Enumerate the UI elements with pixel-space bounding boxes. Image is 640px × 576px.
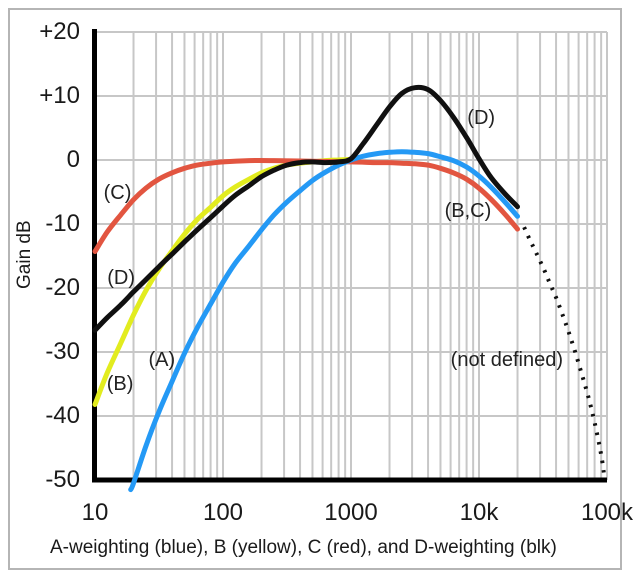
x-tick-100k: 100k bbox=[580, 499, 634, 526]
x-tick-100: 100 bbox=[202, 499, 244, 526]
y-tick-20: +20 bbox=[39, 18, 80, 45]
curve-a-weighting bbox=[128, 149, 520, 493]
y-tick-0: 0 bbox=[66, 146, 80, 173]
annotation-a: (A) bbox=[148, 349, 176, 372]
curve-d-weighting bbox=[92, 84, 520, 333]
y-tick--40: -40 bbox=[45, 402, 80, 429]
y-axis-title: Gain dB bbox=[14, 220, 35, 290]
annotation-b-c: (B,C) bbox=[444, 200, 492, 223]
annotation-d: (D) bbox=[467, 106, 496, 129]
x-tick-10k: 10k bbox=[459, 499, 499, 526]
x-tick-10: 10 bbox=[81, 499, 109, 526]
y-tick--50: -50 bbox=[45, 466, 80, 493]
annotation-not-defined: (not defined) bbox=[450, 349, 563, 372]
curve-not-defined bbox=[522, 226, 607, 476]
y-tick--20: -20 bbox=[45, 274, 80, 301]
x-tick-1000: 1000 bbox=[324, 499, 378, 526]
annotation-c: (C) bbox=[103, 182, 132, 205]
annotation-b: (B) bbox=[106, 373, 134, 395]
y-tick--10: -10 bbox=[45, 210, 80, 237]
y-tick-10: +10 bbox=[39, 82, 80, 109]
y-tick--30: -30 bbox=[45, 338, 80, 365]
annotation-d: (D) bbox=[107, 266, 136, 289]
chart-caption: A-weighting (blue), B (yellow), C (red),… bbox=[50, 537, 557, 558]
